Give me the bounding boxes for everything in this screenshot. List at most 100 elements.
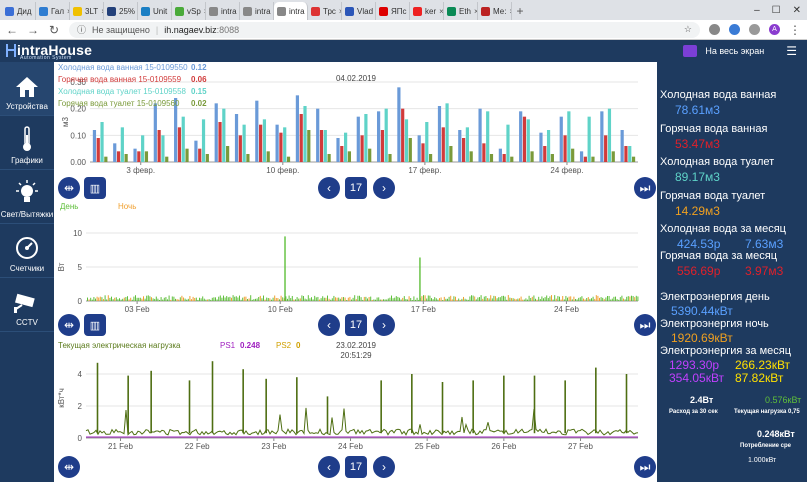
- browser-tab[interactable]: vSp×: [172, 2, 206, 20]
- bar: [338, 297, 340, 301]
- tab-close-icon[interactable]: ×: [170, 7, 171, 16]
- browser-tab[interactable]: Ме:×: [478, 2, 512, 20]
- bar: [113, 143, 117, 162]
- new-tab-button[interactable]: +: [516, 4, 524, 18]
- bar: [547, 298, 549, 301]
- back-icon[interactable]: ←: [6, 22, 18, 37]
- calendar-button[interactable]: 17: [345, 456, 367, 478]
- bar: [138, 297, 140, 301]
- browser-tab[interactable]: Eth×: [444, 2, 478, 20]
- browser-tab[interactable]: ЯПс×: [376, 2, 410, 20]
- skip-end-button[interactable]: ⏭: [634, 456, 656, 478]
- bookmark-star-icon[interactable]: ☆: [683, 24, 692, 34]
- bar: [101, 297, 103, 301]
- browser-tab[interactable]: Гал×: [36, 2, 70, 20]
- reload-icon[interactable]: ↻: [48, 22, 60, 37]
- bar: [600, 111, 604, 162]
- profile-avatar[interactable]: A: [769, 24, 780, 35]
- bar: [575, 298, 576, 301]
- extension-icon[interactable]: [749, 24, 760, 35]
- bar: [181, 295, 183, 301]
- browser-tab[interactable]: 3LT×: [70, 2, 104, 20]
- extension-icon[interactable]: [709, 24, 720, 35]
- prev-period-button[interactable]: ‹: [318, 314, 340, 336]
- browser-tab[interactable]: ker ×: [410, 2, 444, 20]
- bar: [624, 146, 628, 162]
- bar: [267, 297, 269, 301]
- prev-period-button[interactable]: ‹: [318, 177, 340, 199]
- sidebar-item-meters[interactable]: Счетчики: [0, 224, 54, 278]
- browser-tab[interactable]: intra×: [206, 2, 240, 20]
- collapse-button[interactable]: ⇹: [58, 456, 80, 478]
- tab-close-icon[interactable]: ×: [439, 6, 444, 16]
- url-field[interactable]: ⓘ Не защищено | ih.nagaev.biz:8088 ☆: [69, 21, 700, 38]
- bar: [587, 297, 589, 301]
- close-window-icon[interactable]: ✕: [792, 4, 801, 16]
- sidebar-item-charts[interactable]: Графики: [0, 116, 54, 170]
- consumption30-value: 2.4Вт: [690, 395, 714, 405]
- bar: [467, 299, 469, 301]
- tab-close-icon[interactable]: ×: [67, 7, 69, 16]
- menu-kebab-icon[interactable]: ⋮: [789, 22, 801, 37]
- browser-tab[interactable]: Дид×: [2, 2, 36, 20]
- bar: [466, 299, 468, 301]
- hot-toilet-value: 14.29м3: [675, 204, 720, 218]
- skip-end-button[interactable]: ⏭: [634, 314, 656, 336]
- tab-close-icon[interactable]: ×: [509, 7, 511, 16]
- info-icon[interactable]: ⓘ: [77, 25, 87, 35]
- bar: [384, 108, 388, 162]
- skip-end-button[interactable]: ⏭: [634, 177, 656, 199]
- sidebar-item-light[interactable]: Свет/Вытяжки: [0, 170, 54, 224]
- bar: [425, 122, 429, 162]
- forward-icon[interactable]: →: [27, 22, 39, 37]
- tab-close-icon[interactable]: ×: [101, 7, 103, 16]
- collapse-button[interactable]: ⇹: [58, 314, 80, 336]
- bar: [380, 130, 384, 162]
- fullscreen-button[interactable]: На весь экран ☰: [683, 44, 797, 58]
- browser-tab[interactable]: 25% ×: [104, 2, 138, 20]
- browser-tab[interactable]: intra×: [240, 2, 274, 20]
- prev-period-button[interactable]: ‹: [318, 456, 340, 478]
- gauge-icon: [16, 237, 38, 259]
- tab-close-icon[interactable]: ×: [204, 7, 205, 16]
- next-period-button[interactable]: ›: [373, 177, 395, 199]
- legend-entry: Горячая вода туалет 15-0109560: [58, 99, 180, 108]
- collapse-button[interactable]: ⇹: [58, 177, 80, 199]
- extension-icon[interactable]: [729, 24, 740, 35]
- bar: [311, 297, 312, 301]
- hamburger-menu-icon[interactable]: ☰: [786, 44, 797, 58]
- maximize-icon[interactable]: ☐: [771, 4, 781, 16]
- browser-tab[interactable]: Vlad ×: [342, 2, 376, 20]
- bar: [154, 298, 156, 301]
- bar: [418, 299, 420, 301]
- minimize-icon[interactable]: –: [754, 4, 760, 16]
- bar: [144, 151, 149, 162]
- window-controls: – ☐ ✕: [754, 0, 807, 20]
- sidebar-item-cctv[interactable]: CCTV: [0, 278, 54, 332]
- tab-close-icon[interactable]: ×: [35, 7, 36, 16]
- browser-tab[interactable]: Трс×: [308, 2, 342, 20]
- next-period-button[interactable]: ›: [373, 314, 395, 336]
- hot-month-label: Горячая вода за месяц: [660, 250, 777, 262]
- spike-bar: [284, 236, 286, 301]
- bar: [347, 297, 349, 301]
- next-period-button[interactable]: ›: [373, 456, 395, 478]
- legend-entry: Холодная вода ванная 15-0109550: [58, 63, 188, 72]
- chart-type-button[interactable]: ▥: [84, 314, 106, 336]
- tab-close-icon[interactable]: ×: [474, 7, 477, 16]
- browser-tab[interactable]: intra×: [274, 2, 308, 20]
- bar: [208, 299, 210, 301]
- calendar-button[interactable]: 17: [345, 177, 367, 199]
- bar: [202, 296, 204, 301]
- calendar-button[interactable]: 17: [345, 314, 367, 336]
- bar: [227, 297, 229, 301]
- bar: [416, 297, 418, 301]
- sidebar-item-devices[interactable]: Устройства: [0, 62, 54, 116]
- chart-type-button[interactable]: ▥: [84, 177, 106, 199]
- bar: [171, 296, 173, 301]
- tab-close-icon[interactable]: ×: [339, 7, 341, 16]
- bar: [410, 298, 412, 301]
- browser-tab[interactable]: Unit×: [138, 2, 172, 20]
- app-header: intraHouse Automation System На весь экр…: [0, 40, 807, 62]
- bar: [160, 297, 162, 301]
